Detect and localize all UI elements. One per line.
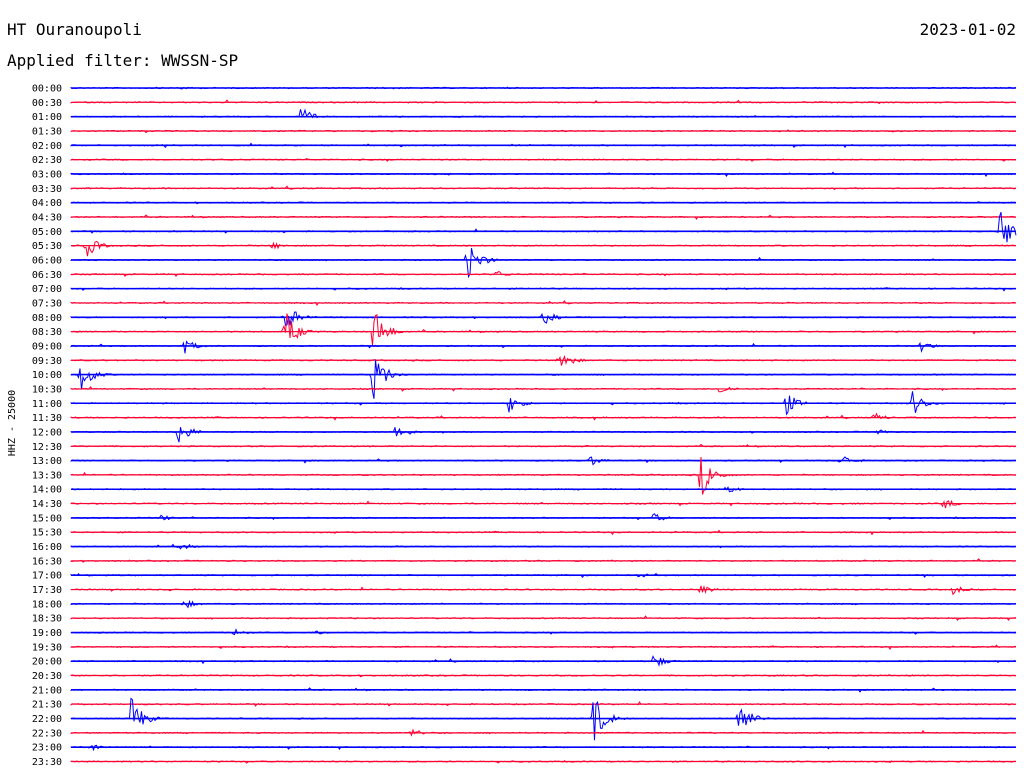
time-tick-1030: 10:30 [32,384,62,395]
time-tick-1500: 15:00 [32,513,62,524]
time-tick-2330: 23:30 [32,757,62,768]
time-tick-1600: 16:00 [32,542,62,553]
time-tick-0630: 06:30 [32,270,62,281]
time-tick-1300: 13:00 [32,456,62,467]
seismogram-traces [70,86,1017,764]
trace-row-0800 [70,311,1017,326]
time-tick-1630: 16:30 [32,556,62,567]
time-tick-0500: 05:00 [32,227,62,238]
time-tick-labels: 00:00 00:30 01:00 01:30 02:00 02:30 03:00 03:30… [32,84,62,769]
trace-row-1000 [70,359,1017,399]
time-tick-0330: 03:30 [32,184,62,195]
time-tick-2200: 22:00 [32,714,62,725]
time-tick-1830: 18:30 [32,614,62,625]
time-tick-1100: 11:00 [32,399,62,410]
trace-row-0600 [70,248,1017,279]
time-tick-1700: 17:00 [32,571,62,582]
time-tick-0030: 00:30 [32,98,62,109]
time-tick-2000: 20:00 [32,657,62,668]
time-tick-2030: 20:30 [32,671,62,682]
time-tick-1330: 13:30 [32,470,62,481]
time-tick-0700: 07:00 [32,284,62,295]
channel-label: HHZ - 25000 [7,390,18,456]
time-tick-0100: 01:00 [32,112,62,123]
time-tick-1400: 14:00 [32,485,62,496]
time-tick-2130: 21:30 [32,700,62,711]
trace-row-1500 [70,513,1017,521]
time-tick-1800: 18:00 [32,599,62,610]
time-tick-0230: 02:30 [32,155,62,166]
trace-row-0900 [70,340,1017,354]
time-tick-0900: 09:00 [32,341,62,352]
time-tick-1730: 17:30 [32,585,62,596]
time-tick-1900: 19:00 [32,628,62,639]
time-tick-0300: 03:00 [32,169,62,180]
time-tick-0800: 08:00 [32,313,62,324]
time-tick-0600: 06:00 [32,255,62,266]
time-tick-1000: 10:00 [32,370,62,381]
time-tick-0930: 09:30 [32,356,62,367]
time-tick-0730: 07:30 [32,298,62,309]
time-tick-1530: 15:30 [32,528,62,539]
time-tick-0000: 00:00 [32,84,62,95]
time-tick-1230: 12:30 [32,442,62,453]
time-tick-0400: 04:00 [32,198,62,209]
trace-row-1200 [70,427,1017,443]
time-tick-0830: 08:30 [32,327,62,338]
time-tick-2230: 22:30 [32,728,62,739]
station-title: HT Ouranoupoli [7,20,142,39]
time-tick-1200: 12:00 [32,427,62,438]
time-tick-0130: 01:30 [32,126,62,137]
time-tick-2300: 23:00 [32,743,62,754]
time-tick-0200: 02:00 [32,141,62,152]
time-tick-1130: 11:30 [32,413,62,424]
time-tick-2100: 21:00 [32,685,62,696]
time-tick-1930: 19:30 [32,642,62,653]
trace-row-0930 [70,354,1017,366]
time-tick-1430: 14:30 [32,499,62,510]
time-tick-0530: 05:30 [32,241,62,252]
trace-row-1430 [70,499,1017,509]
filter-label: Applied filter: WWSSN-SP [7,51,239,70]
trace-row-1130 [70,412,1017,421]
date-label: 2023-01-02 [919,20,1016,39]
time-tick-0430: 04:30 [32,212,62,223]
trace-row-0530 [70,240,1017,257]
